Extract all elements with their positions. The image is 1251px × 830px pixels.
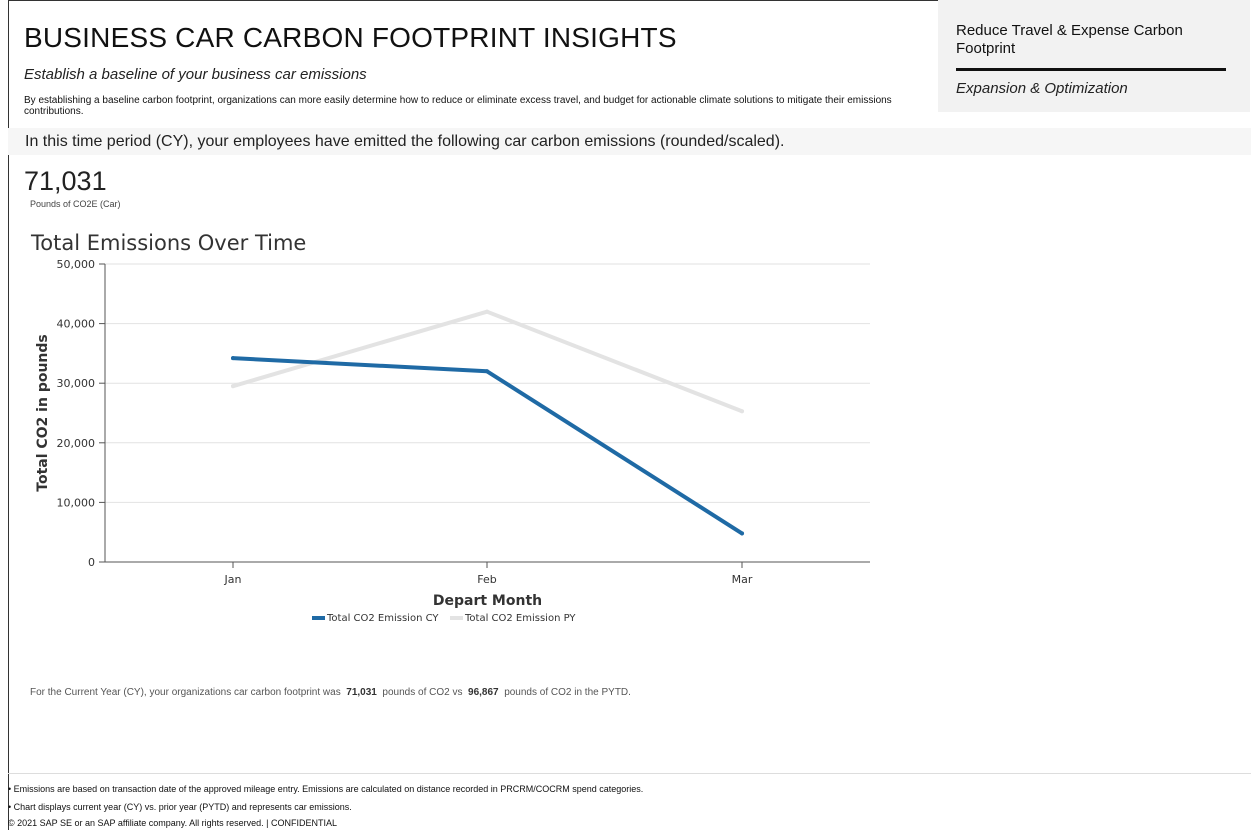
period-banner: In this time period (CY), your employees… [8,128,1251,155]
data-point-py [485,309,489,314]
data-point-py [740,409,744,414]
summary-text: For the Current Year (CY), your organiza… [30,687,631,698]
kpi-value: 71,031 [24,166,107,196]
footer-copyright: © 2021 SAP SE or an SAP affiliate compan… [8,818,337,828]
x-tick-label: Jan [224,573,242,586]
series-line-cy [231,356,744,536]
x-tick-label: Feb [477,573,496,586]
x-tick-label: Mar [732,573,753,586]
data-point-cy [231,356,235,361]
y-tick-label: 40,000 [57,318,96,331]
kpi-label: Pounds of CO2E (Car) [30,199,121,209]
data-point-cy [485,369,489,374]
x-axis-title: Depart Month [433,593,542,609]
y-tick-label: 10,000 [57,496,96,509]
legend-swatch-cy [312,616,325,620]
footer-note-1: • Emissions are based on transaction dat… [8,784,644,794]
data-point-cy [740,531,744,536]
navigation-panel: Reduce Travel & Expense Carbon Footprint… [938,0,1250,112]
footer-divider [8,773,1251,774]
footer-note-2: • Chart displays current year (CY) vs. p… [8,802,352,812]
legend-swatch-py [450,616,463,620]
nav-active-indicator [956,68,1226,71]
summary-cy-value: 71,031 [346,687,377,698]
nav-item-expansion[interactable]: Expansion & Optimization [956,80,1128,97]
report-frame [8,0,1250,830]
data-point-py [231,384,235,389]
emissions-line-chart: Total Emissions Over Time 0 10,000 20,000 30… [30,231,870,624]
period-text: In this time period (CY), your employees… [25,133,785,150]
y-axis-title: Total CO2 in pounds [35,334,51,491]
legend-label-py: Total CO2 Emission PY [464,613,576,624]
y-tick-label: 0 [88,556,95,569]
chart-title: Total Emissions Over Time [30,231,306,255]
nav-item-reduce-footprint[interactable]: Reduce Travel & Expense Carbon Footprint [956,22,1183,57]
page-title: BUSINESS CAR CARBON FOOTPRINT INSIGHTS [24,22,677,53]
page-subtitle: Establish a baseline of your business ca… [24,66,367,83]
summary-middle: pounds of CO2 vs [382,687,463,698]
y-tick-label: 50,000 [57,258,96,271]
legend-label-cy: Total CO2 Emission CY [326,613,439,624]
y-tick-label: 20,000 [57,437,96,450]
summary-suffix: pounds of CO2 in the PYTD. [504,687,631,698]
summary-prefix: For the Current Year (CY), your organiza… [30,687,341,698]
page-description: By establishing a baseline carbon footpr… [24,95,892,117]
y-tick-label: 30,000 [57,377,96,390]
summary-py-value: 96,867 [468,687,499,698]
